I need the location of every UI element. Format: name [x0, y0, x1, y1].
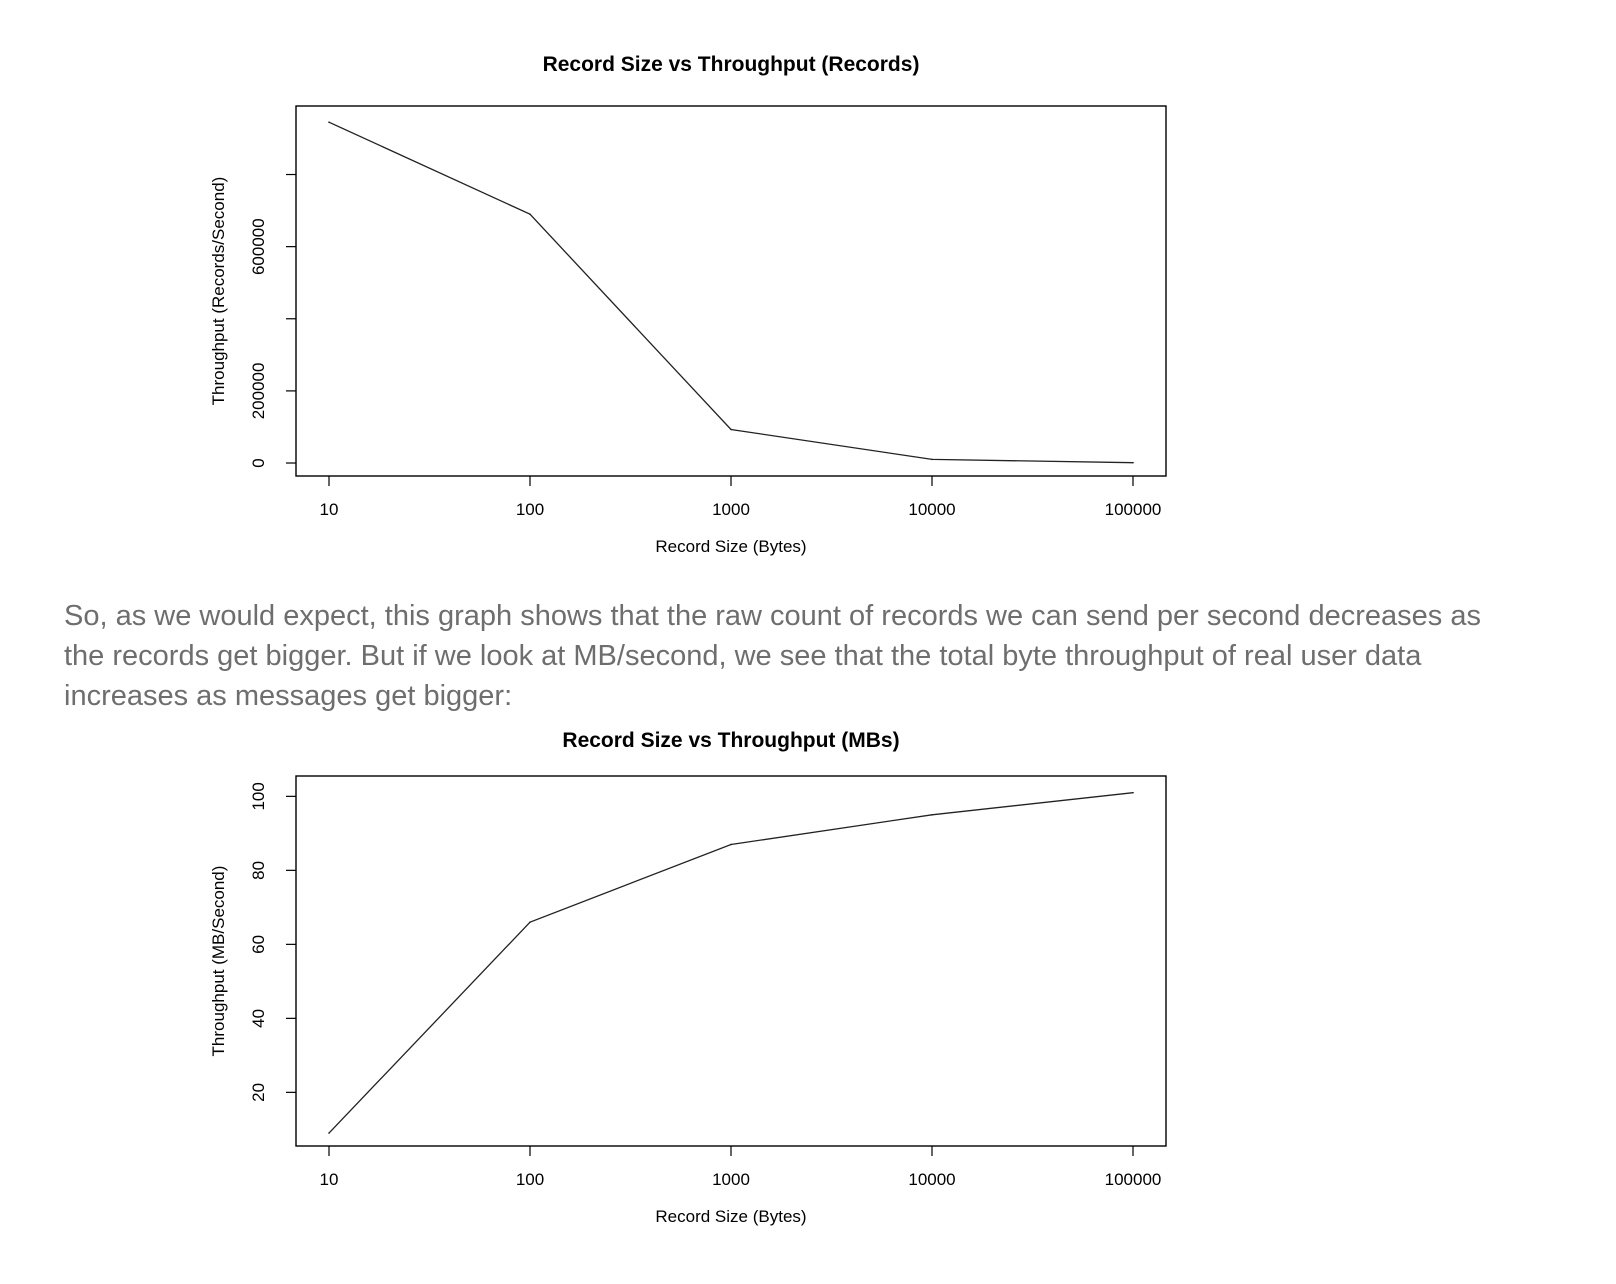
- x-axis-label: Record Size (Bytes): [655, 537, 806, 556]
- x-tick-label: 10000: [908, 1170, 955, 1189]
- data-point: [1132, 461, 1134, 464]
- y-tick-label: 80: [249, 861, 268, 880]
- y-tick-label: 0: [249, 458, 268, 467]
- body-paragraph: So, as we would expect, this graph shows…: [64, 600, 1481, 712]
- x-tick-label: 10: [320, 500, 339, 519]
- y-tick-label: 60: [249, 935, 268, 954]
- x-axis-label: Record Size (Bytes): [655, 1207, 806, 1226]
- data-point: [730, 428, 732, 431]
- y-tick-label: 20: [249, 1083, 268, 1102]
- x-tick-label: 100000: [1105, 500, 1162, 519]
- data-point: [328, 1132, 330, 1134]
- x-tick-label: 1000: [712, 500, 750, 519]
- chart-title: Record Size vs Throughput (MBs): [562, 729, 899, 752]
- chart-title: Record Size vs Throughput (Records): [543, 53, 920, 76]
- y-axis-label: Throughput (MB/Second): [209, 866, 228, 1057]
- data-point: [529, 921, 531, 923]
- x-tick-label: 1000: [712, 1170, 750, 1189]
- records-throughput-chart: Record Size vs Throughput (Records) 10 100…: [209, 53, 1167, 556]
- y-tick-label: 600000: [249, 218, 268, 275]
- x-tick-label: 100: [516, 1170, 544, 1189]
- mb-throughput-chart: Record Size vs Throughput (MBs) 10 100 1000…: [209, 729, 1167, 1226]
- data-point: [730, 843, 732, 846]
- y-tick-label: 100: [249, 782, 268, 810]
- data-point: [931, 458, 933, 461]
- data-point: [931, 814, 933, 816]
- data-point: [529, 213, 531, 215]
- x-tick-label: 10000: [908, 500, 955, 519]
- plot-frame: [295, 105, 1167, 477]
- y-tick-label: 200000: [249, 363, 268, 420]
- data-point: [328, 121, 330, 124]
- y-axis-label: Throughput (Records/Second): [209, 177, 228, 406]
- y-tick-label: 40: [249, 1009, 268, 1028]
- data-point: [1132, 791, 1134, 794]
- x-tick-label: 100: [516, 500, 544, 519]
- plot-frame: [295, 775, 1167, 1147]
- x-tick-label: 100000: [1105, 1170, 1162, 1189]
- series-line: [328, 121, 1134, 464]
- x-tick-label: 10: [320, 1170, 339, 1189]
